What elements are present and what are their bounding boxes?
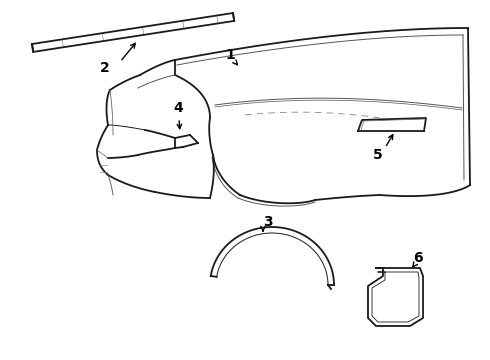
- Text: 2: 2: [100, 61, 110, 75]
- Text: 1: 1: [225, 48, 235, 62]
- Text: 3: 3: [263, 215, 273, 229]
- Text: 6: 6: [413, 251, 423, 265]
- Text: 4: 4: [173, 101, 183, 115]
- Text: 5: 5: [373, 148, 383, 162]
